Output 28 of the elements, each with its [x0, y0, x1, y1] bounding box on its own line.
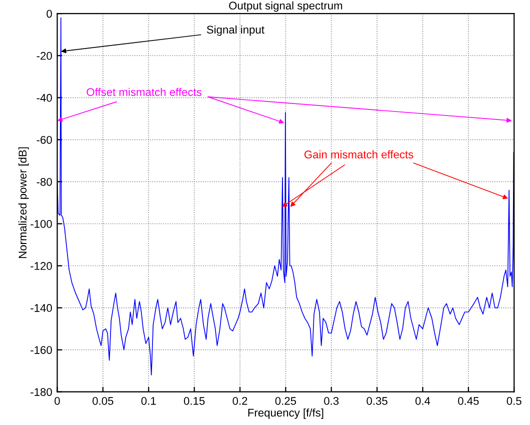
x-tick-label: 0.2: [232, 397, 248, 405]
y-tick-label: -160: [30, 346, 52, 354]
x-tick-label: 0: [54, 397, 60, 405]
x-tick-label: 0.45: [458, 397, 479, 405]
x-axis-title: Frequency [f/fs]: [248, 408, 324, 419]
annotation: Signal input: [206, 25, 264, 36]
y-tick-label: -100: [30, 220, 52, 228]
x-tick-label: 0.3: [324, 397, 339, 405]
y-tick-label: -120: [30, 262, 52, 270]
annotation: Gain mismatch effects: [304, 150, 414, 158]
y-tick-label: -80: [36, 178, 52, 186]
chart-title: Output signal spectrum: [229, 1, 342, 12]
x-tick-label: 0.4: [415, 397, 430, 405]
y-tick-label: -20: [36, 52, 52, 60]
y-tick-label: -40: [36, 94, 52, 102]
x-tick-label: 0.05: [92, 397, 114, 405]
annotation: Offset mismatch effects: [86, 88, 202, 96]
x-tick-label: 0.5: [506, 397, 522, 405]
x-tick-label: 0.1: [141, 397, 156, 405]
line-series: [57, 17, 514, 376]
y-tick-label: -60: [36, 136, 52, 144]
x-tick-label: 0.35: [366, 397, 388, 405]
y-tick-label: 0: [46, 10, 52, 18]
x-tick-label: 0.25: [275, 397, 296, 405]
y-tick-label: -140: [30, 304, 52, 312]
y-axis-title: Normalized power [dB]: [18, 147, 29, 258]
y-tick-label: -180: [30, 388, 52, 396]
x-tick-label: 0.15: [184, 397, 205, 405]
